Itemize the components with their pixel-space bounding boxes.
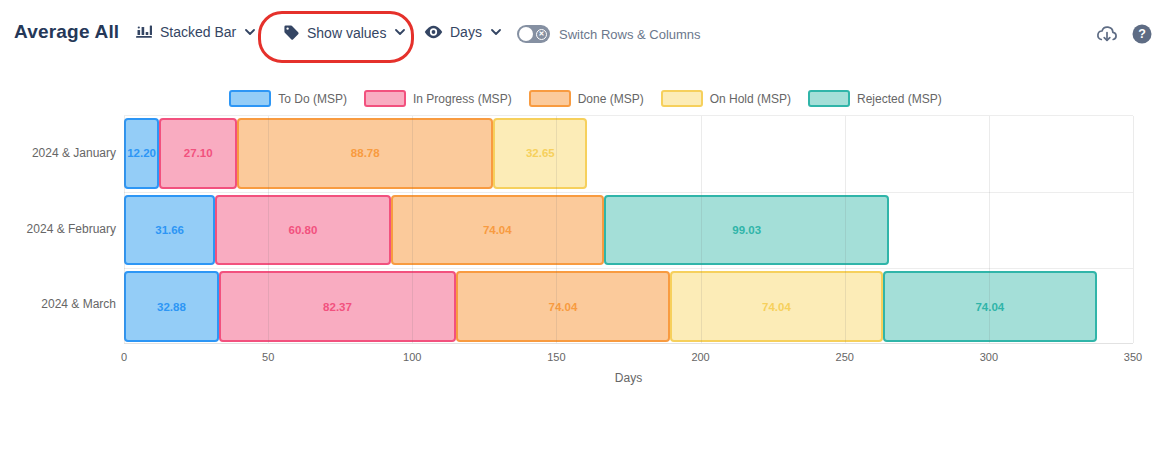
unit-label: Days (450, 24, 482, 40)
chart-type-dropdown[interactable]: Stacked Bar (135, 24, 255, 40)
show-values-dropdown[interactable]: Show values (283, 24, 405, 41)
bar-value-label: 74.04 (483, 224, 512, 236)
legend-item[interactable]: On Hold (MSP) (661, 90, 791, 107)
x-tick-label: 100 (403, 351, 421, 363)
legend-item[interactable]: To Do (MSP) (229, 90, 347, 107)
x-tick-label: 300 (980, 351, 998, 363)
chart-legend: To Do (MSP) In Progress (MSP) Done (MSP) On… (0, 90, 1171, 107)
unit-dropdown[interactable]: Days (424, 24, 501, 40)
legend-label: On Hold (MSP) (710, 92, 791, 106)
bar-segment[interactable]: 74.04 (391, 195, 604, 266)
bar-segment[interactable]: 31.66 (124, 195, 215, 266)
legend-swatch (229, 90, 271, 107)
bar-segment[interactable]: 74.04 (456, 271, 669, 342)
bar-segment[interactable]: 32.65 (493, 118, 587, 189)
y-category-label: 2024 & February (0, 222, 116, 236)
bar-value-label: 27.10 (184, 147, 213, 159)
toggle-knob (519, 27, 533, 41)
switch-rows-columns-toggle[interactable]: ✕ (517, 25, 550, 43)
svg-text:?: ? (1138, 27, 1146, 41)
legend-swatch (661, 90, 703, 107)
bar-value-label: 74.04 (975, 301, 1004, 313)
bar-value-label: 32.65 (526, 147, 555, 159)
bar-value-label: 32.88 (157, 301, 186, 313)
bar-segment[interactable]: 60.80 (215, 195, 390, 266)
show-values-label: Show values (307, 25, 386, 41)
legend-label: To Do (MSP) (278, 92, 347, 106)
bar-value-label: 60.80 (289, 224, 318, 236)
bar-segment[interactable]: 82.37 (219, 271, 456, 342)
bar-segment[interactable]: 99.03 (604, 195, 889, 266)
x-tick-label: 50 (262, 351, 274, 363)
legend-swatch (529, 90, 571, 107)
bar-value-label: 74.04 (549, 301, 578, 313)
page-title: Average All (14, 21, 119, 43)
legend-item[interactable]: In Progress (MSP) (364, 90, 512, 107)
legend-label: Done (MSP) (578, 92, 644, 106)
chart-type-label: Stacked Bar (160, 24, 236, 40)
bar-value-label: 99.03 (732, 224, 761, 236)
cloud-download-button[interactable] (1095, 23, 1119, 49)
bar-value-label: 74.04 (762, 301, 791, 313)
legend-item[interactable]: Done (MSP) (529, 90, 644, 107)
legend-label: In Progress (MSP) (413, 92, 512, 106)
x-tick-label: 200 (691, 351, 709, 363)
bar-value-label: 82.37 (323, 301, 352, 313)
bar-segment[interactable]: 12.20 (124, 118, 159, 189)
plot-area: 12.20 27.10 88.78 32.65 31.66 60.80 74.04 99.03… (124, 115, 1133, 344)
bar-segment[interactable]: 32.88 (124, 271, 219, 342)
x-tick-label: 0 (121, 351, 127, 363)
x-tick-label: 250 (836, 351, 854, 363)
bar-row: 12.20 27.10 88.78 32.65 (124, 116, 1133, 192)
bar-row: 31.66 60.80 74.04 99.03 (124, 192, 1133, 269)
eye-icon (424, 24, 443, 40)
bar-segment[interactable]: 74.04 (670, 271, 883, 342)
bar-segment[interactable]: 88.78 (237, 118, 493, 189)
bar-segment[interactable]: 27.10 (159, 118, 237, 189)
chevron-down-icon (491, 29, 501, 36)
switch-rows-columns-label: Switch Rows & Columns (559, 27, 701, 42)
switch-rows-columns-control: ✕ Switch Rows & Columns (517, 25, 701, 43)
legend-item[interactable]: Rejected (MSP) (808, 90, 942, 107)
gridline (1133, 116, 1134, 343)
y-category-label: 2024 & March (0, 297, 116, 311)
x-tick-label: 150 (547, 351, 565, 363)
legend-swatch (808, 90, 850, 107)
bar-segment[interactable]: 74.04 (883, 271, 1096, 342)
x-tick-label: 350 (1124, 351, 1142, 363)
legend-label: Rejected (MSP) (857, 92, 942, 106)
toggle-off-x-icon: ✕ (536, 29, 547, 40)
y-category-label: 2024 & January (0, 146, 116, 160)
bar-chart-icon (135, 24, 153, 40)
chevron-down-icon (395, 29, 405, 36)
help-button[interactable]: ? (1131, 23, 1153, 49)
bar-value-label: 88.78 (351, 147, 380, 159)
x-axis-title: Days (124, 371, 1133, 385)
legend-swatch (364, 90, 406, 107)
bar-row: 32.88 82.37 74.04 74.04 74.04 (124, 268, 1133, 345)
tag-icon (283, 24, 300, 41)
bar-value-label: 31.66 (155, 224, 184, 236)
chart-widget: Average All Stacked Bar Show values (0, 0, 1171, 471)
bar-value-label: 12.20 (127, 147, 156, 159)
chevron-down-icon (245, 29, 255, 36)
